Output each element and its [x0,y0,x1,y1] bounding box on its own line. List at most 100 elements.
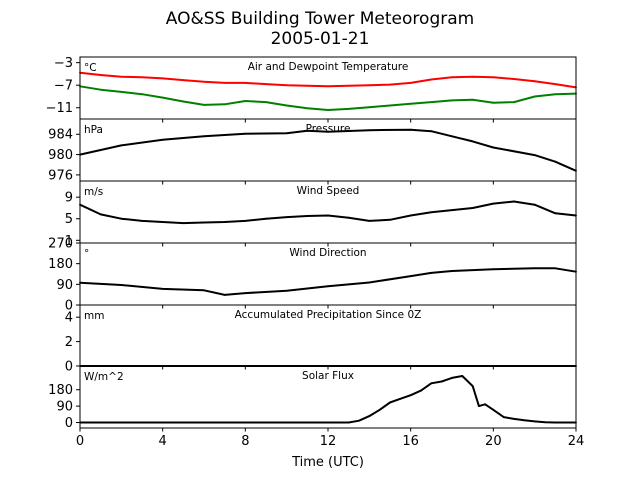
panel-1-series-0-point [285,132,288,135]
panel-0-y-tick-label: −7 [54,79,73,94]
panel-0-series-1-point [265,101,267,103]
panel-0-series-1-line [79,85,577,111]
panel-0-series-0-point [161,77,164,80]
panel-5-series-0-point [440,380,443,383]
panel-0-series-1-point [306,107,309,110]
panel-2-series-0-point [244,220,247,222]
panel-5-series-0-point [378,408,381,411]
panel-0-series-0-point [203,80,205,83]
panel-0-series-1-point [141,93,143,96]
panel-2-series-0-point [141,220,143,222]
panel-3-y-tick-label: 180 [48,257,73,272]
panel-3-series-0-point [430,272,433,274]
panel-3-series-0-point [451,270,453,272]
x-tick-label: 24 [568,434,585,449]
x-tick-label: 16 [402,434,419,449]
panel-2-series-0-point [533,203,536,206]
panel-2-series-0-point [368,220,371,222]
panel-0-series-1-point [327,109,329,111]
panel-4-y-tick-label: 2 [65,335,73,350]
panel-1-series-0-point [120,144,123,147]
panel-2-series-0-point [347,216,350,219]
panel-5-series-0-point [554,421,557,424]
panel-0-series-1-point [285,104,288,107]
panel-5-series-0-point [347,421,350,424]
panel-0-series-1-point [430,101,433,103]
panel-5-series-0-point [461,375,464,377]
panel-2-series-0-line [79,200,577,225]
panel-3-y-tick-label: 270 [48,237,73,252]
panel-0-series-0-point [368,84,371,87]
panel-5-series-0-point [523,419,526,422]
panel-0: −11 −7 −3 Air and Dewpoint Temperature °C [46,56,577,123]
panel-2-series-0-point [409,214,412,217]
panel-5-series-0-point [502,416,505,418]
panel-3-series-0-line [79,267,577,296]
panel-4: 0 2 4 Accumulated Precipitation Since 0Z mm [65,304,577,375]
panel-5-series-0-point [368,415,371,417]
panel-5-series-0-point [544,421,546,424]
panel-0-series-1-point [471,98,474,101]
panel-0-series-0-point [430,78,433,81]
panel-5-series-0-point [430,382,433,385]
x-tick-label: 20 [485,434,502,449]
panel-3-unit: ° [84,248,89,260]
panel-0-series-0-point [306,84,309,87]
panel-2-y-tick-label: 9 [65,191,73,206]
panel-3-series-0-point [492,268,495,271]
panel-1: 976 980 984 Pressure hPa [48,118,577,185]
panel-5-series-0-point [478,405,480,407]
panel-0-y-tick-label: −11 [46,101,73,116]
panel-0-unit: °C [84,62,97,74]
panel-0-series-0-point [554,83,557,85]
panel-3: 0 90 180 270 Wind Direction ° [48,237,577,314]
panel-1-series-0-point [430,130,433,133]
panel-0-series-0-point [285,84,288,87]
panel-0-series-1-point [513,101,515,103]
panel-1-series-0-point [306,129,309,132]
panel-5-title: Solar Flux [302,370,354,382]
panel-2-unit: m/s [84,186,103,198]
panel-2-series-0-point [492,202,495,205]
panel-3-series-0-point [368,281,371,284]
panel-0-series-0-point [409,82,412,84]
panel-5-y-tick-label: 180 [48,383,73,398]
panel-0-series-1-point [223,103,226,106]
panel-1-series-0-point [244,132,247,135]
x-tick-label: 8 [241,434,249,449]
panel-3-series-0-point [533,267,536,270]
chart-title: AO&SS Building Tower Meteorogram [166,9,474,29]
panel-1-series-0-point [327,130,329,133]
x-tick-label: 12 [320,434,337,449]
panel-0-series-0-line [79,71,577,89]
panel-5-series-0-point [492,408,495,411]
panel-1-series-0-point [368,129,371,132]
panel-2-series-0-point [223,221,226,223]
panel-3-series-0-point [409,275,412,277]
panel-0-series-1-point [203,104,205,106]
panel-0-series-1-point [120,91,123,93]
panel-4-y-tick-label: 0 [65,360,73,375]
panel-3-series-0-point [327,285,329,288]
panel-5-series-0-point [420,389,422,392]
panel-1-y-tick-label: 976 [48,168,73,183]
panel-0-series-0-point [141,76,143,79]
panel-5-series-0-point [409,394,412,397]
panels: −11 −7 −3 Air and Dewpoint Temperature °C 976… [46,56,585,449]
panel-0-series-1-point [244,100,247,102]
panel-2-series-0-point [513,200,515,203]
panel-1-series-0-point [554,160,557,163]
panel-2-series-0-point [99,213,102,216]
panel-5-series-0-point [513,418,515,420]
panel-2-series-0-point [182,222,185,225]
panel-0-series-1-point [368,106,371,109]
panel-0-series-1-point [409,102,412,105]
panel-2-series-0-point [203,221,205,224]
panel-3-series-0-point [223,294,226,296]
panel-3-series-0-point [161,288,164,290]
panel-3-series-0-point [120,284,123,286]
panel-5-series-0-point [533,420,536,423]
panel-2-series-0-point [430,211,433,214]
